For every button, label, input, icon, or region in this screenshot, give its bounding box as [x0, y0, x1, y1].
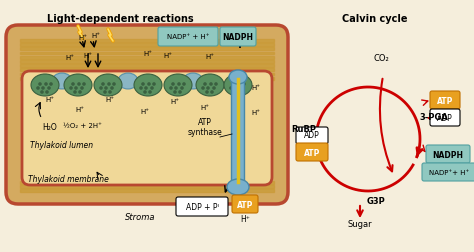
Circle shape: [209, 83, 213, 86]
Circle shape: [104, 87, 108, 90]
Circle shape: [101, 83, 105, 86]
Ellipse shape: [196, 75, 224, 97]
Circle shape: [203, 83, 207, 86]
Text: NADP⁺ + H⁺: NADP⁺ + H⁺: [167, 34, 209, 40]
Circle shape: [40, 91, 44, 94]
Bar: [20, 52, 274, 55]
Circle shape: [80, 87, 84, 90]
Circle shape: [171, 83, 175, 86]
Ellipse shape: [31, 75, 59, 97]
Text: ADP: ADP: [437, 113, 453, 122]
Text: H⁺: H⁺: [171, 99, 180, 105]
Ellipse shape: [134, 75, 162, 97]
Text: G3P: G3P: [366, 196, 385, 205]
Text: H⁺: H⁺: [252, 110, 261, 115]
Text: 3-PGA: 3-PGA: [419, 113, 448, 121]
Bar: [20, 48, 274, 51]
FancyBboxPatch shape: [231, 76, 245, 187]
FancyBboxPatch shape: [426, 145, 470, 163]
Circle shape: [141, 83, 145, 86]
Text: Sugar: Sugar: [348, 219, 372, 228]
Circle shape: [178, 91, 182, 94]
Text: H⁺: H⁺: [252, 85, 261, 91]
Circle shape: [73, 91, 77, 94]
Circle shape: [180, 87, 184, 90]
FancyBboxPatch shape: [430, 92, 460, 110]
Bar: [20, 73, 274, 76]
Circle shape: [152, 83, 156, 86]
Text: H⁺: H⁺: [91, 33, 100, 39]
Text: H⁺: H⁺: [83, 53, 92, 59]
Circle shape: [240, 87, 244, 90]
Text: ATP: ATP: [237, 200, 253, 209]
Text: H⁺: H⁺: [79, 35, 88, 41]
Circle shape: [205, 91, 209, 94]
Circle shape: [77, 83, 81, 86]
Circle shape: [107, 83, 111, 86]
Circle shape: [150, 87, 154, 90]
Text: H⁺: H⁺: [46, 97, 55, 103]
Circle shape: [233, 91, 237, 94]
Bar: [20, 44, 274, 47]
Circle shape: [69, 87, 73, 90]
Text: Thylakoid lumen: Thylakoid lumen: [30, 140, 93, 149]
Ellipse shape: [64, 75, 92, 97]
Circle shape: [206, 87, 210, 90]
Circle shape: [71, 83, 75, 86]
Circle shape: [38, 83, 42, 86]
Text: ADP + Pᴵ: ADP + Pᴵ: [185, 202, 219, 211]
FancyBboxPatch shape: [296, 128, 328, 144]
Text: Stroma: Stroma: [125, 212, 155, 221]
Ellipse shape: [227, 179, 249, 195]
Circle shape: [139, 87, 143, 90]
Circle shape: [47, 87, 51, 90]
Ellipse shape: [164, 75, 192, 97]
Bar: [20, 78, 274, 80]
Circle shape: [78, 91, 82, 94]
Text: H₂O: H₂O: [43, 122, 57, 132]
Bar: [20, 65, 274, 68]
Circle shape: [238, 91, 242, 94]
Circle shape: [143, 91, 147, 94]
Circle shape: [49, 83, 53, 86]
Text: ADP: ADP: [304, 131, 320, 140]
Circle shape: [44, 83, 48, 86]
Bar: [20, 40, 274, 43]
Text: CO₂: CO₂: [373, 54, 389, 63]
Bar: [20, 69, 274, 72]
Bar: [20, 185, 274, 188]
Circle shape: [173, 91, 177, 94]
Ellipse shape: [224, 75, 252, 97]
Text: Thylakoid membrane: Thylakoid membrane: [27, 174, 109, 183]
Circle shape: [144, 87, 148, 90]
Circle shape: [169, 87, 173, 90]
FancyBboxPatch shape: [220, 28, 256, 47]
Text: H⁺: H⁺: [65, 55, 74, 61]
FancyBboxPatch shape: [22, 72, 272, 185]
Text: H⁺: H⁺: [206, 54, 215, 60]
Text: ATP
synthase: ATP synthase: [188, 117, 222, 137]
Text: NADP⁺+ H⁺: NADP⁺+ H⁺: [429, 169, 469, 175]
Text: ATP: ATP: [437, 96, 453, 105]
Text: ATP: ATP: [304, 148, 320, 157]
Circle shape: [74, 87, 78, 90]
Text: RuBP: RuBP: [292, 124, 317, 134]
Bar: [20, 190, 274, 193]
Circle shape: [237, 83, 241, 86]
FancyBboxPatch shape: [232, 195, 258, 213]
Text: H⁺: H⁺: [201, 105, 210, 111]
Circle shape: [112, 83, 116, 86]
Ellipse shape: [94, 75, 122, 97]
Circle shape: [234, 87, 238, 90]
Bar: [20, 181, 274, 184]
FancyBboxPatch shape: [6, 26, 288, 204]
Text: H⁺: H⁺: [144, 51, 153, 57]
Circle shape: [45, 91, 49, 94]
Ellipse shape: [52, 74, 72, 90]
Ellipse shape: [118, 74, 138, 90]
Circle shape: [231, 83, 235, 86]
Circle shape: [182, 83, 186, 86]
Circle shape: [99, 87, 103, 90]
FancyBboxPatch shape: [158, 28, 218, 47]
